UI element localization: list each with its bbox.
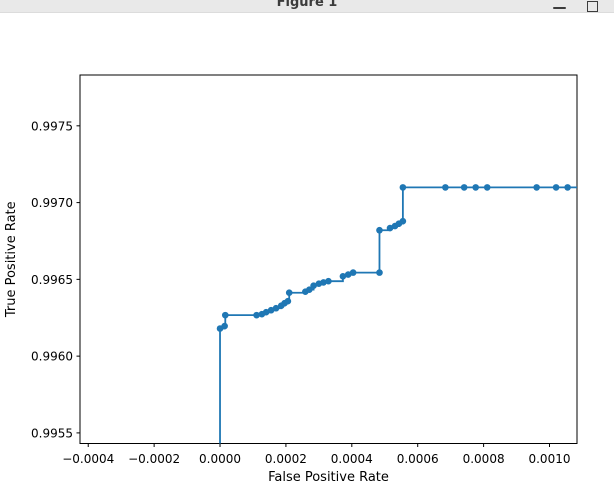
x-tick-label: 0.0006 [397, 452, 439, 466]
y-tick-label: 0.9960 [31, 350, 73, 364]
data-point-marker [552, 184, 560, 191]
data-point-marker [472, 184, 479, 191]
data-point-marker [399, 217, 407, 225]
window-title: Figure 1 [276, 0, 338, 10]
figure-canvas: −0.0004 −0.0002 0.0000 0.0002 0.0004 0.0006 0.… [0, 13, 614, 493]
data-point-marker [253, 311, 260, 319]
x-tick-label: 0.0000 [199, 452, 241, 466]
data-point-marker [306, 286, 313, 293]
data-point-marker [267, 306, 275, 314]
y-tick-label: 0.9955 [31, 426, 73, 440]
data-point-marker [221, 311, 229, 319]
y-tick-label: 0.9970 [31, 196, 73, 210]
data-point-marker [339, 272, 347, 280]
x-tick-label: −0.0002 [128, 452, 180, 466]
data-point-marker [344, 271, 352, 278]
x-tick-label: 0.0008 [463, 452, 505, 466]
data-point-marker [533, 184, 540, 191]
data-point-marker [399, 184, 407, 191]
data-point-marker [272, 304, 280, 312]
data-point-marker [284, 297, 292, 305]
data-point-marker [386, 224, 394, 232]
x-tick-label: 0.0002 [265, 452, 307, 466]
axes-frame [79, 74, 578, 444]
roc-chart: −0.0004 −0.0002 0.0000 0.0002 0.0004 0.0006 0.… [4, 74, 578, 485]
data-point-marker [442, 184, 449, 191]
maximize-icon [587, 1, 598, 12]
minimize-icon [553, 7, 566, 9]
data-point-marker [221, 322, 228, 330]
x-tick-label: 0.0004 [331, 452, 373, 466]
data-point-marker [310, 282, 317, 289]
maximize-button[interactable] [585, 0, 601, 12]
minimize-button[interactable] [552, 0, 568, 12]
data-point-marker [460, 184, 468, 191]
x-axis-label: False Positive Rate [268, 470, 389, 485]
data-point-marker [349, 269, 357, 276]
x-tick-label: 0.0010 [528, 452, 570, 466]
y-axis-label: True Positive Rate [4, 201, 19, 318]
data-point-marker [285, 289, 293, 297]
data-point-marker [376, 269, 383, 276]
data-point-marker [262, 308, 270, 316]
data-point-marker [376, 226, 383, 234]
data-point-marker [325, 277, 332, 285]
y-tick-label: 0.9965 [31, 273, 73, 287]
data-point-marker [320, 279, 327, 286]
titlebar[interactable]: Figure 1 [0, 0, 614, 13]
data-point-marker [564, 184, 571, 191]
x-tick-label: −0.0004 [62, 452, 114, 466]
data-point-marker [483, 184, 491, 191]
y-tick-label: 0.9975 [31, 119, 73, 133]
